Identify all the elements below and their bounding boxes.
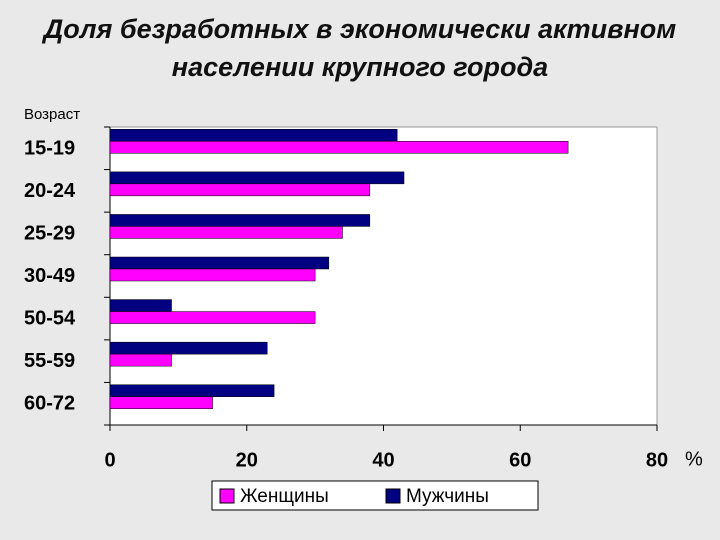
y-tick-label: 50-54 bbox=[24, 308, 76, 330]
bar bbox=[109, 353, 172, 367]
y-tick-label: 30-49 bbox=[24, 265, 75, 287]
bar bbox=[109, 141, 569, 154]
y-tick-label: 20-24 bbox=[24, 180, 76, 202]
x-tick-label: 0 bbox=[104, 449, 115, 471]
bar bbox=[109, 183, 371, 197]
bar bbox=[109, 384, 275, 397]
y-tick-label: 60-72 bbox=[24, 393, 75, 415]
x-axis-label: % bbox=[685, 448, 703, 470]
bar bbox=[109, 396, 213, 409]
legend-label: Женщины bbox=[240, 486, 329, 507]
legend-label: Мужчины bbox=[406, 486, 489, 507]
bar bbox=[109, 226, 343, 239]
legend-swatch bbox=[219, 488, 235, 504]
bar bbox=[109, 129, 398, 142]
y-tick-label: 25-29 bbox=[24, 222, 75, 244]
bar bbox=[109, 268, 316, 282]
legend bbox=[211, 480, 539, 511]
bar bbox=[109, 171, 405, 185]
bar bbox=[109, 214, 371, 227]
x-tick-label: 60 bbox=[509, 449, 531, 471]
legend-swatch bbox=[385, 488, 401, 504]
y-tick-label: 15-19 bbox=[24, 137, 75, 159]
x-tick-label: 80 bbox=[646, 449, 668, 471]
x-tick-label: 20 bbox=[236, 449, 258, 471]
bar bbox=[109, 256, 330, 270]
bar bbox=[109, 311, 316, 324]
y-tick-label: 55-59 bbox=[24, 350, 75, 372]
bar bbox=[109, 299, 172, 312]
bar bbox=[109, 341, 268, 355]
x-tick-label: 40 bbox=[372, 449, 394, 471]
chart-title: Доля безработных в экономически активном… bbox=[43, 14, 677, 82]
y-axis-label: Возраст bbox=[24, 106, 80, 123]
